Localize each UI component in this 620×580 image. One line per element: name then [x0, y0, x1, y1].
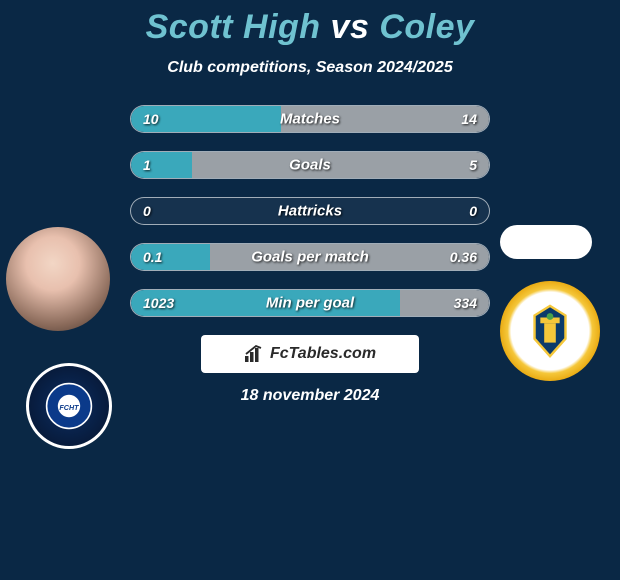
svg-text:FCHT: FCHT	[59, 403, 79, 412]
halifax-crest-icon: FCHT	[45, 382, 93, 430]
brand-text: FcTables.com	[270, 345, 376, 363]
stat-label: Goals	[131, 157, 489, 174]
stat-row: 15Goals	[130, 151, 490, 179]
brand-box: FcTables.com	[201, 335, 419, 373]
title-vs: vs	[331, 8, 370, 46]
player2-club-crest	[500, 281, 600, 381]
stat-label: Matches	[131, 111, 489, 128]
chart-icon	[244, 345, 264, 363]
page-title: Scott High vs Coley	[0, 8, 620, 47]
stat-row: 1014Matches	[130, 105, 490, 133]
stat-rows: 1014Matches 15Goals 00Hattricks 0.10.36Goal…	[130, 105, 490, 317]
stat-row: 0.10.36Goals per match	[130, 243, 490, 271]
title-player2: Coley	[379, 8, 474, 46]
player2-photo	[500, 225, 592, 259]
player1-club-crest: FCHT	[26, 363, 112, 449]
subtitle: Club competitions, Season 2024/2025	[0, 59, 620, 77]
stats-area: FCHT 1014Matches15Goals00Hattricks0.10.3…	[0, 105, 620, 317]
title-player1: Scott High	[146, 8, 321, 46]
comparison-card: Scott High vs Coley Club competitions, S…	[0, 0, 620, 580]
stat-label: Min per goal	[131, 295, 489, 312]
player1-photo	[6, 227, 110, 331]
stat-label: Hattricks	[131, 203, 489, 220]
sutton-crest-icon	[521, 302, 579, 360]
stat-row: 00Hattricks	[130, 197, 490, 225]
stat-label: Goals per match	[131, 249, 489, 266]
stat-row: 1023334Min per goal	[130, 289, 490, 317]
